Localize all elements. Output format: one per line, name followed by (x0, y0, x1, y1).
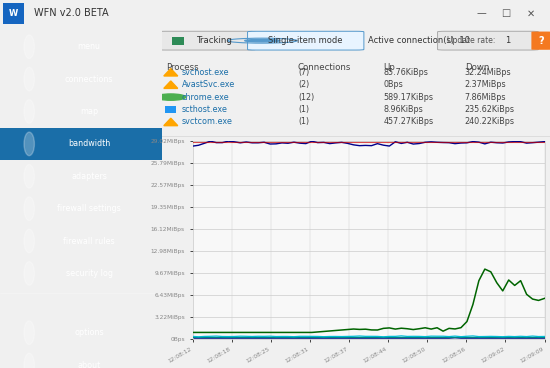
Text: map: map (80, 107, 98, 116)
FancyBboxPatch shape (531, 32, 550, 50)
Text: (12): (12) (298, 93, 314, 102)
Text: □: □ (502, 8, 510, 18)
Text: ✕: ✕ (527, 8, 535, 18)
Text: Up: Up (383, 63, 395, 72)
FancyBboxPatch shape (248, 31, 364, 50)
Circle shape (24, 164, 35, 188)
FancyBboxPatch shape (166, 106, 176, 113)
Text: (1): (1) (298, 117, 309, 127)
Text: 1: 1 (505, 36, 510, 45)
Text: Connections: Connections (298, 63, 351, 72)
Text: 0Bps: 0Bps (383, 80, 403, 89)
Text: 235.62KiBps: 235.62KiBps (465, 105, 515, 114)
Text: menu: menu (78, 42, 101, 51)
Text: svctcom.exe: svctcom.exe (182, 117, 233, 127)
Text: WFN v2.0 BETA: WFN v2.0 BETA (34, 8, 109, 18)
Text: W: W (9, 9, 18, 18)
Text: Tracking: Tracking (197, 36, 233, 45)
FancyBboxPatch shape (3, 3, 24, 24)
Polygon shape (164, 81, 178, 88)
Text: connections: connections (65, 75, 113, 84)
Circle shape (24, 321, 35, 344)
Text: 240.22KiBps: 240.22KiBps (465, 117, 515, 127)
Text: Active connection(s): 10: Active connection(s): 10 (368, 36, 470, 45)
Text: svchost.exe: svchost.exe (182, 68, 229, 77)
Text: 32.24MiBps: 32.24MiBps (465, 68, 512, 77)
FancyBboxPatch shape (158, 31, 255, 50)
Text: 589.17KiBps: 589.17KiBps (383, 93, 433, 102)
Text: ?: ? (538, 36, 544, 46)
Circle shape (24, 132, 35, 156)
Text: Update rate:: Update rate: (447, 36, 496, 45)
Polygon shape (164, 68, 178, 76)
Text: adapters: adapters (72, 172, 107, 181)
Text: (7): (7) (298, 68, 309, 77)
Text: scthost.exe: scthost.exe (182, 105, 228, 114)
Text: 8.96KiBps: 8.96KiBps (383, 105, 423, 114)
Text: AvastSvc.exe: AvastSvc.exe (182, 80, 235, 89)
Text: options: options (74, 328, 104, 337)
Polygon shape (164, 118, 178, 125)
Circle shape (24, 229, 35, 253)
Text: Single-item mode: Single-item mode (268, 36, 343, 45)
Text: security log: security log (66, 269, 113, 278)
Text: firewall rules: firewall rules (63, 237, 115, 245)
Text: firewall settings: firewall settings (57, 204, 121, 213)
Circle shape (245, 39, 280, 42)
Text: —: — (476, 8, 486, 18)
Text: (2): (2) (298, 80, 309, 89)
Circle shape (156, 94, 185, 100)
Text: 85.76KiBps: 85.76KiBps (383, 68, 428, 77)
Text: bandwidth: bandwidth (68, 139, 111, 148)
Circle shape (24, 67, 35, 91)
Circle shape (24, 197, 35, 220)
Text: chrome.exe: chrome.exe (182, 93, 229, 102)
Text: 7.86MiBps: 7.86MiBps (465, 93, 506, 102)
FancyBboxPatch shape (438, 31, 538, 50)
FancyBboxPatch shape (172, 36, 184, 45)
Text: about: about (78, 361, 101, 368)
Text: (1): (1) (298, 105, 309, 114)
Circle shape (24, 262, 35, 285)
Text: 457.27KiBps: 457.27KiBps (383, 117, 433, 127)
Text: Process: Process (166, 63, 199, 72)
FancyBboxPatch shape (0, 128, 162, 160)
Circle shape (24, 100, 35, 123)
Circle shape (24, 353, 35, 368)
Circle shape (24, 35, 35, 59)
Text: Down: Down (465, 63, 489, 72)
Text: 2.37MiBps: 2.37MiBps (465, 80, 507, 89)
